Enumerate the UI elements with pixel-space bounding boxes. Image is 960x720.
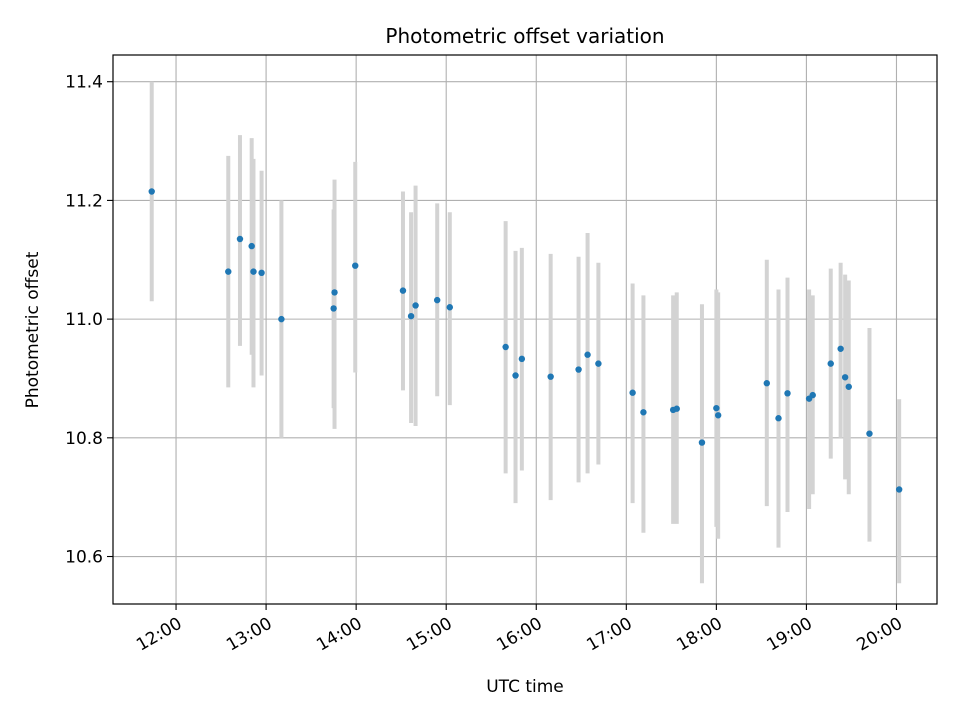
data-point [837, 345, 844, 352]
data-point [236, 235, 244, 243]
data-point [713, 404, 720, 412]
data-point [629, 389, 636, 396]
data-point [352, 262, 359, 269]
y-tick-label: 11.2 [65, 191, 103, 211]
data-point [714, 412, 722, 419]
data-point [278, 315, 285, 323]
data-point [763, 380, 770, 387]
y-axis-ticks: 10.6 10.8 11.0 11.2 11.4 [65, 73, 113, 568]
chart-title: Photometric offset variation [385, 24, 664, 48]
data-point [446, 304, 454, 311]
data-point [412, 302, 419, 309]
data-point [433, 296, 441, 304]
data-points [148, 188, 903, 493]
data-point [673, 405, 680, 412]
data-point [512, 372, 519, 379]
y-tick-label: 11.4 [65, 73, 103, 93]
data-point [518, 355, 526, 363]
data-point [640, 409, 647, 416]
data-point [502, 343, 509, 351]
data-point [148, 188, 155, 195]
data-point [775, 415, 782, 422]
data-point [225, 268, 232, 275]
data-point [698, 439, 706, 446]
data-point [809, 391, 816, 399]
data-point [250, 268, 257, 275]
y-tick-label: 10.8 [65, 429, 103, 449]
data-point [584, 351, 591, 358]
data-point [258, 269, 265, 277]
y-tick-label: 10.6 [65, 548, 103, 568]
data-point [547, 373, 554, 380]
plot-frame [112, 54, 938, 605]
x-axis-label: UTC time [486, 677, 564, 697]
y-tick-label: 11.0 [65, 310, 103, 330]
data-point [595, 360, 602, 367]
data-point [866, 430, 873, 437]
data-point [248, 242, 255, 250]
data-point [575, 366, 582, 373]
data-point [330, 305, 337, 312]
data-point [784, 390, 791, 397]
data-point [399, 287, 407, 294]
data-point [827, 360, 834, 367]
data-point [407, 312, 415, 320]
data-point [895, 486, 903, 493]
y-axis-label: Photometric offset [23, 251, 43, 408]
data-point [845, 383, 852, 390]
data-point [841, 374, 849, 381]
data-point [331, 289, 338, 296]
